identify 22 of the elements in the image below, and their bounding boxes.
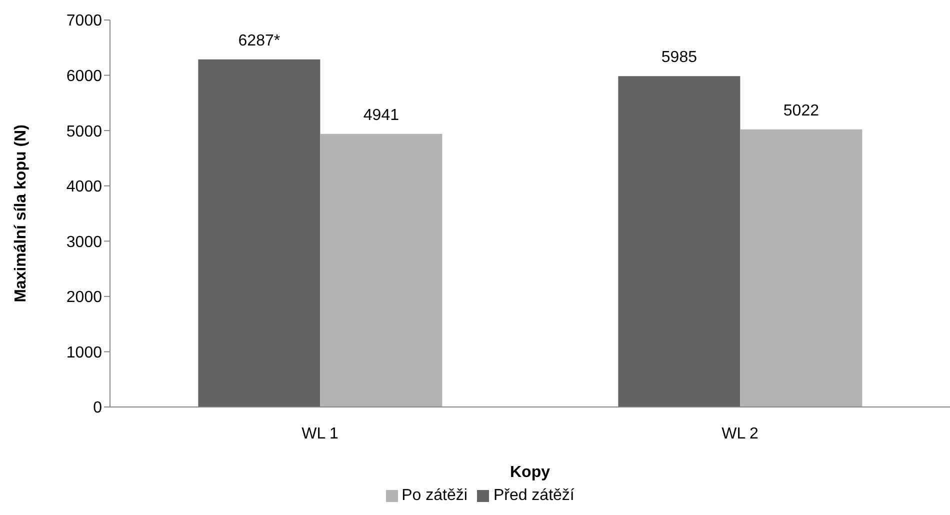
bar <box>198 59 320 407</box>
y-tick-label: 6000 <box>66 68 102 85</box>
y-tick-label: 1000 <box>66 344 102 362</box>
x-axis-title: Kopy <box>510 464 550 481</box>
data-label: 6287* <box>238 32 280 50</box>
bar <box>618 76 740 407</box>
data-label: 5985 <box>661 49 698 66</box>
bar <box>320 134 442 407</box>
legend-label: Po zátěži <box>402 487 468 504</box>
y-tick-label: 7000 <box>66 12 102 30</box>
y-tick-label: 5000 <box>66 123 102 140</box>
y-tick-label: 0 <box>93 400 102 417</box>
x-tick-label: WL 2 <box>722 425 758 442</box>
legend-label: Před zátěží <box>493 487 574 504</box>
data-label: 5022 <box>783 102 820 120</box>
y-tick-label: 3000 <box>66 234 102 251</box>
y-axis-title: Maximální síla kopu (N) <box>12 124 30 302</box>
data-label: 4941 <box>363 106 400 124</box>
y-tick-label: 2000 <box>66 289 102 306</box>
x-tick-label: WL 1 <box>302 425 338 442</box>
bar <box>740 129 862 407</box>
y-tick-label: 4000 <box>66 178 102 196</box>
